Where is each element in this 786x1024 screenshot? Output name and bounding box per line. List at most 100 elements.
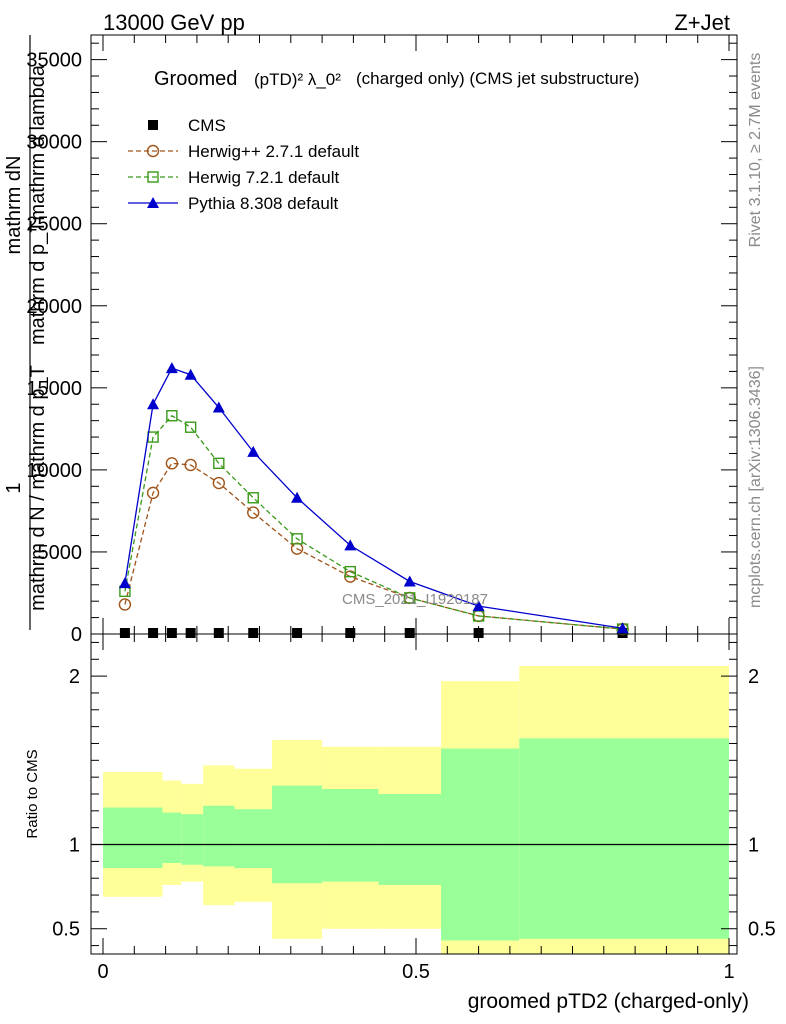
legend-item: CMS	[148, 116, 226, 135]
legend-marker	[147, 171, 159, 183]
legend-item: Pythia 8.308 default	[128, 194, 339, 213]
ratio-y-tick-label-right: 2	[748, 666, 759, 688]
series-line	[124, 414, 623, 630]
data-point	[184, 368, 197, 380]
main-y-tick-label: 5000	[38, 542, 83, 564]
ylabel-one: 1	[3, 482, 25, 493]
ratio-inner-band	[322, 788, 379, 882]
data-point	[165, 457, 179, 470]
data-point	[148, 628, 159, 638]
ratio-y-tick-label: 2	[69, 666, 80, 688]
data-point	[184, 421, 197, 433]
main-y-axis: 0 5000 10000 15000 20000 25000 30000 35000	[26, 42, 737, 646]
x-tick-label: 0	[97, 961, 108, 983]
data-point	[165, 362, 178, 374]
main-y-tick-label: 15000	[26, 378, 82, 400]
analysis-watermark: CMS_2021_I1920187	[342, 591, 488, 608]
ylabel-upper: mathrm dN	[3, 156, 25, 255]
legend-item: Herwig 7.2.1 default	[128, 168, 339, 187]
x-axis-label: groomed pTD2 (charged-only)	[468, 990, 749, 1013]
legend-item: Herwig++ 2.7.1 default	[128, 142, 359, 161]
ratio-x-axis: 0 0.5 1	[97, 634, 735, 983]
legend: CMS Herwig++ 2.7.1 default Herwig 7.2.1 de…	[128, 116, 359, 213]
ratio-inner-band	[162, 812, 182, 864]
main-y-tick-label: 25000	[26, 214, 82, 236]
data-point	[184, 458, 197, 472]
data-point	[212, 476, 226, 490]
data-point	[213, 628, 224, 638]
mcplots-label: mcplots.cern.ch [arXiv:1306.3436]	[747, 366, 764, 608]
title-prefix: Groomed	[154, 68, 237, 90]
main-y-tick-label: 30000	[26, 132, 82, 154]
data-point	[404, 592, 416, 604]
data-point	[616, 622, 629, 634]
data-point	[403, 575, 416, 587]
ratio-y-tick-label: 0.5	[52, 919, 80, 941]
data-point	[344, 565, 356, 578]
data-point	[119, 628, 130, 638]
header-right-label: Z+Jet	[674, 10, 730, 35]
ratio-inner-band	[378, 794, 442, 885]
ylabel-lower: mathrm d N / mathrm d p_T	[27, 365, 49, 611]
data-point	[247, 506, 260, 519]
x-tick-label: 1	[723, 961, 734, 983]
series-line	[124, 367, 623, 629]
ratio-inner-band	[234, 809, 273, 869]
ylabel-upper-denominator: mathrm d p_Tmathrm d lambda	[27, 64, 49, 345]
data-point	[247, 445, 260, 457]
series-3	[118, 362, 629, 634]
main-y-tick-label: 10000	[26, 460, 82, 482]
legend-label: Herwig++ 2.7.1 default	[188, 142, 359, 161]
title-suffix: (charged only) (CMS jet substructure)	[356, 69, 639, 88]
legend-label: CMS	[188, 116, 226, 135]
data-point	[213, 457, 225, 470]
main-x-ticks	[102, 35, 730, 634]
main-title: Groomed (pTD)² λ_0² (charged only) (CMS …	[154, 68, 639, 90]
title-formula: (pTD)² λ_0²	[254, 70, 341, 89]
series-0	[119, 628, 628, 638]
ratio-inner-band	[103, 807, 163, 869]
ratio-y-axis: 0.5 0.5 1 1 2 2	[52, 641, 776, 947]
data-point	[147, 398, 160, 410]
data-point	[344, 539, 357, 551]
ratio-inner-band	[203, 805, 235, 867]
data-point	[292, 628, 303, 638]
rivet-version-label: Rivet 3.1.10, ≥ 2.7M events	[747, 53, 764, 248]
data-point	[247, 492, 259, 504]
data-point	[166, 410, 178, 422]
data-point	[291, 533, 303, 545]
series-1	[118, 457, 629, 636]
data-point	[291, 491, 304, 503]
main-y-tick-label: 0	[71, 624, 82, 646]
ratio-y-tick-label-right: 1	[748, 835, 759, 857]
ratio-uncertainty-bands	[103, 666, 729, 954]
data-point	[166, 628, 177, 638]
main-y-tick-label: 35000	[26, 50, 82, 72]
data-point	[185, 628, 196, 638]
ratio-y-tick-label: 1	[69, 835, 80, 857]
data-point	[212, 401, 225, 413]
legend-marker	[147, 197, 159, 208]
data-point	[118, 598, 132, 611]
main-panel: 0 5000 10000 15000 20000 25000 30000 35000 Groo…	[3, 34, 738, 646]
data-point	[345, 628, 356, 638]
main-plot-data	[118, 362, 629, 638]
legend-label: Herwig 7.2.1 default	[188, 168, 339, 187]
legend-marker	[146, 144, 160, 158]
data-point	[472, 600, 485, 612]
x-tick-label: 0.5	[402, 961, 430, 983]
ratio-inner-band	[181, 814, 204, 865]
data-point	[248, 628, 259, 638]
legend-label: Pythia 8.308 default	[188, 194, 339, 213]
header-left-label: 13000 GeV pp	[103, 10, 245, 35]
data-point	[118, 577, 131, 589]
main-y-axis-label: mathrm dN mathrm d p_Tmathrm d lambda 1 …	[3, 35, 49, 630]
ratio-inner-band	[272, 785, 323, 884]
data-point	[404, 628, 415, 638]
ratio-y-tick-label-right: 0.5	[748, 919, 776, 941]
data-point	[146, 486, 160, 500]
main-y-tick-label: 20000	[26, 296, 82, 318]
ratio-inner-band	[519, 738, 729, 939]
legend-marker	[148, 120, 158, 130]
